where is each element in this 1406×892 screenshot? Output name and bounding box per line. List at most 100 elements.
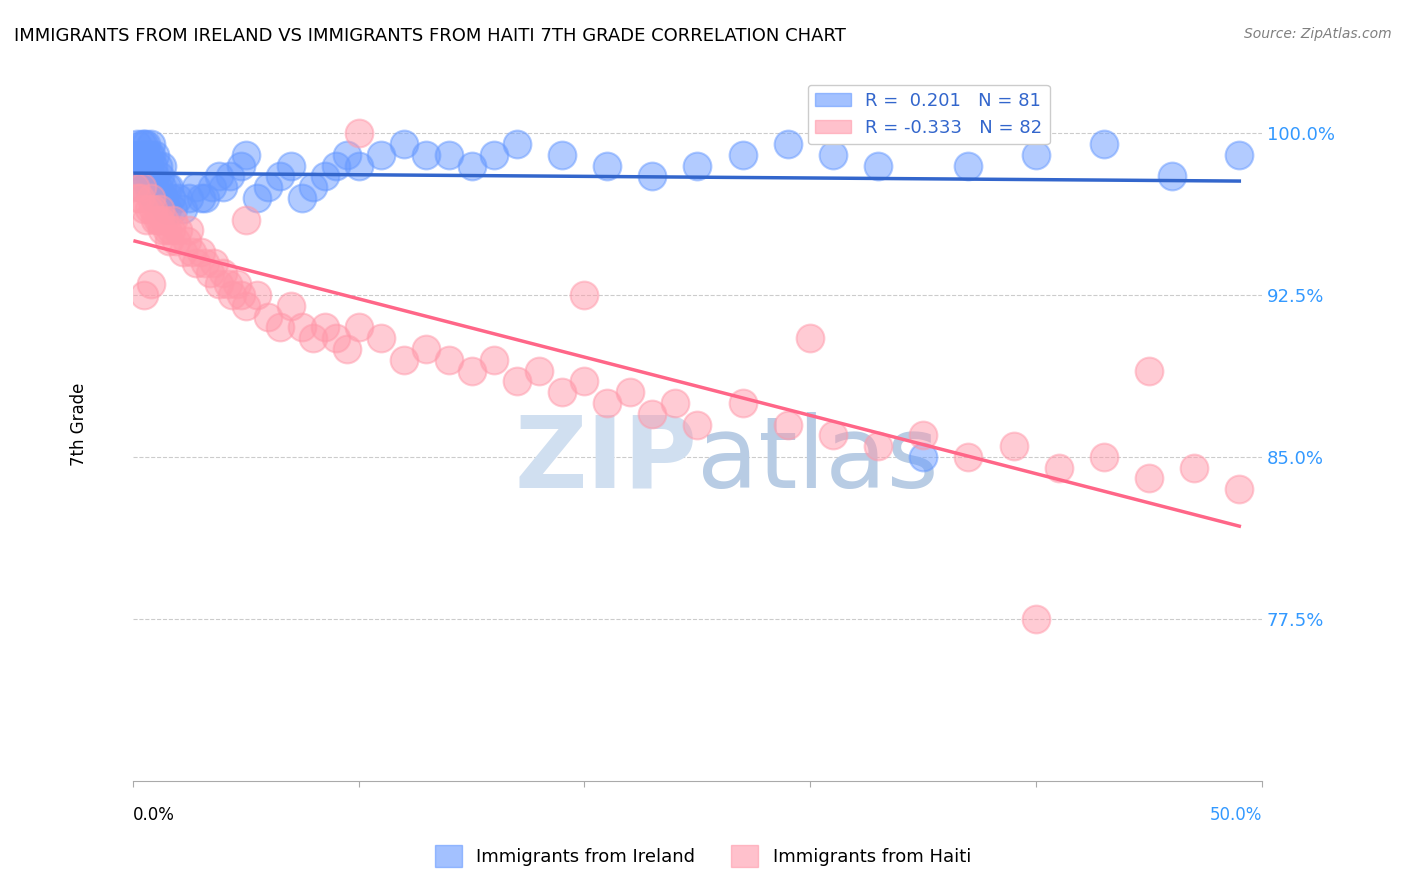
Point: [190, 244, 212, 259]
Text: 0.0%: 0.0%: [132, 806, 174, 824]
Text: Source: ZipAtlas.com: Source: ZipAtlas.com: [1244, 27, 1392, 41]
Point: [314, 320, 336, 334]
Point: [179, 191, 201, 205]
Point: [231, 288, 253, 302]
Point: [156, 202, 179, 216]
Point: [551, 385, 574, 400]
Point: [347, 320, 370, 334]
Point: [529, 363, 551, 377]
Point: [190, 191, 212, 205]
Point: [866, 439, 889, 453]
Point: [149, 202, 172, 216]
Point: [131, 136, 153, 151]
Point: [482, 352, 505, 367]
Point: [202, 256, 225, 270]
Point: [347, 126, 370, 140]
Point: [145, 169, 167, 184]
Point: [180, 244, 202, 259]
Point: [731, 396, 754, 410]
Point: [957, 159, 980, 173]
Point: [596, 396, 619, 410]
Point: [134, 202, 156, 216]
Point: [1047, 460, 1070, 475]
Point: [302, 180, 325, 194]
Point: [131, 148, 153, 162]
Legend: Immigrants from Ireland, Immigrants from Haiti: Immigrants from Ireland, Immigrants from…: [427, 838, 979, 874]
Point: [551, 148, 574, 162]
Point: [128, 169, 150, 184]
Point: [135, 169, 157, 184]
Point: [212, 180, 235, 194]
Point: [153, 191, 176, 205]
Point: [131, 180, 153, 194]
Point: [291, 191, 314, 205]
Point: [957, 450, 980, 464]
Point: [162, 212, 184, 227]
Point: [506, 136, 529, 151]
Point: [1137, 363, 1160, 377]
Point: [135, 148, 157, 162]
Point: [231, 159, 253, 173]
Point: [142, 202, 165, 216]
Point: [392, 136, 415, 151]
Point: [1025, 612, 1047, 626]
Point: [146, 159, 169, 173]
Point: [212, 267, 235, 281]
Text: 50.0%: 50.0%: [1209, 806, 1263, 824]
Point: [208, 277, 231, 292]
Point: [866, 159, 889, 173]
Point: [145, 191, 167, 205]
Point: [138, 180, 160, 194]
Point: [184, 180, 207, 194]
Point: [1182, 460, 1205, 475]
Point: [731, 148, 754, 162]
Point: [217, 277, 239, 292]
Point: [415, 148, 437, 162]
Point: [150, 180, 173, 194]
Point: [912, 428, 935, 442]
Point: [145, 148, 167, 162]
Point: [127, 136, 149, 151]
Text: 7th Grade: 7th Grade: [70, 383, 87, 467]
Point: [664, 396, 686, 410]
Point: [574, 288, 596, 302]
Point: [246, 191, 269, 205]
Point: [162, 202, 184, 216]
Point: [799, 331, 821, 345]
Point: [201, 180, 224, 194]
Point: [302, 331, 325, 345]
Point: [157, 180, 180, 194]
Point: [460, 363, 482, 377]
Point: [280, 299, 302, 313]
Point: [1002, 439, 1025, 453]
Point: [149, 169, 172, 184]
Point: [150, 223, 173, 237]
Point: [145, 212, 167, 227]
Point: [336, 342, 359, 356]
Point: [1092, 450, 1115, 464]
Point: [139, 277, 162, 292]
Point: [146, 212, 169, 227]
Point: [198, 267, 221, 281]
Point: [135, 136, 157, 151]
Point: [235, 299, 257, 313]
Point: [686, 159, 709, 173]
Point: [370, 331, 392, 345]
Point: [142, 180, 165, 194]
Point: [138, 159, 160, 173]
Point: [437, 352, 460, 367]
Point: [165, 234, 187, 248]
Point: [235, 148, 257, 162]
Point: [128, 180, 150, 194]
Point: [157, 234, 180, 248]
Point: [641, 407, 664, 421]
Point: [184, 256, 207, 270]
Point: [269, 320, 291, 334]
Point: [619, 385, 641, 400]
Point: [641, 169, 664, 184]
Point: [176, 234, 198, 248]
Point: [128, 148, 150, 162]
Point: [1160, 169, 1182, 184]
Point: [139, 148, 162, 162]
Point: [314, 169, 336, 184]
